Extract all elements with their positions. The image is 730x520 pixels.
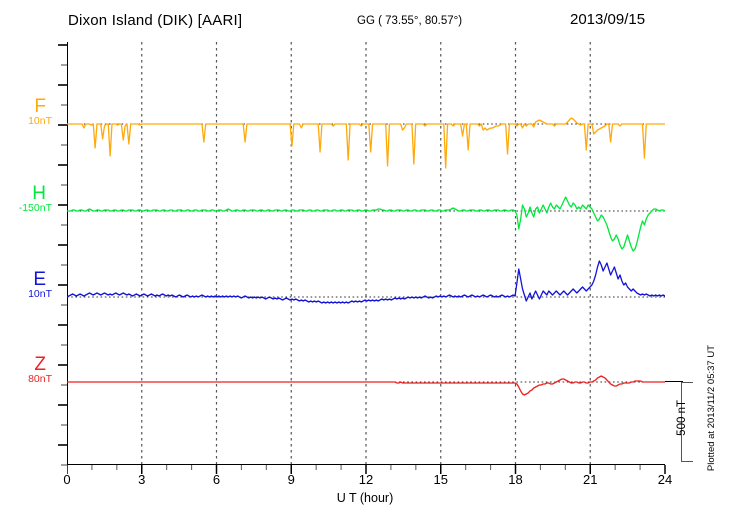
channel-unit-F: 10nT	[28, 115, 52, 127]
x-tick-label-24: 24	[657, 472, 673, 487]
x-tick-label-12: 12	[358, 472, 374, 487]
channel-label-F: F	[34, 96, 46, 117]
scale-bar	[681, 382, 693, 462]
channel-label-H: H	[32, 183, 46, 204]
x-tick-label-3: 3	[138, 472, 146, 487]
channel-unit-Z: 80nT	[28, 373, 52, 385]
station-title: Dixon Island (DIK) [AARI]	[68, 12, 243, 29]
x-tick-label-6: 6	[212, 472, 221, 487]
x-axis-label: U T (hour)	[336, 491, 394, 505]
channel-unit-E: 10nT	[28, 288, 52, 300]
plotted-at-timestamp: Plotted at 2013/11/2 05:37 UT	[706, 345, 717, 472]
magnetogram-plot	[67, 42, 665, 464]
channel-label-Z: Z	[34, 354, 46, 375]
x-tick-label-21: 21	[583, 472, 598, 487]
trace-lines	[67, 117, 665, 396]
scale-bar-label: 500 nT	[676, 400, 688, 436]
channel-label-E: E	[33, 269, 46, 290]
x-tick-label-0: 0	[63, 472, 71, 487]
geographic-coordinates: GG ( 73.55°, 80.57°)	[357, 15, 463, 27]
x-tick-label-18: 18	[508, 472, 523, 487]
x-tick-label-9: 9	[287, 472, 295, 487]
x-axis-ticks	[67, 465, 666, 474]
observation-date: 2013/09/15	[570, 11, 646, 28]
plot-frame	[67, 42, 665, 465]
y-axis-ticks	[58, 44, 67, 466]
x-tick-label-15: 15	[433, 472, 448, 487]
scale-bar-top-rule	[665, 381, 683, 382]
channel-unit-H: -150nT	[18, 202, 52, 214]
vertical-gridlines	[141, 42, 591, 464]
